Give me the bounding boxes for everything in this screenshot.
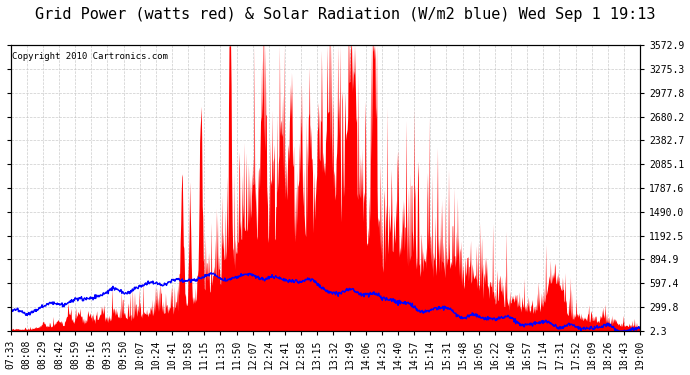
- Text: Copyright 2010 Cartronics.com: Copyright 2010 Cartronics.com: [12, 52, 168, 61]
- Text: Grid Power (watts red) & Solar Radiation (W/m2 blue) Wed Sep 1 19:13: Grid Power (watts red) & Solar Radiation…: [34, 8, 655, 22]
